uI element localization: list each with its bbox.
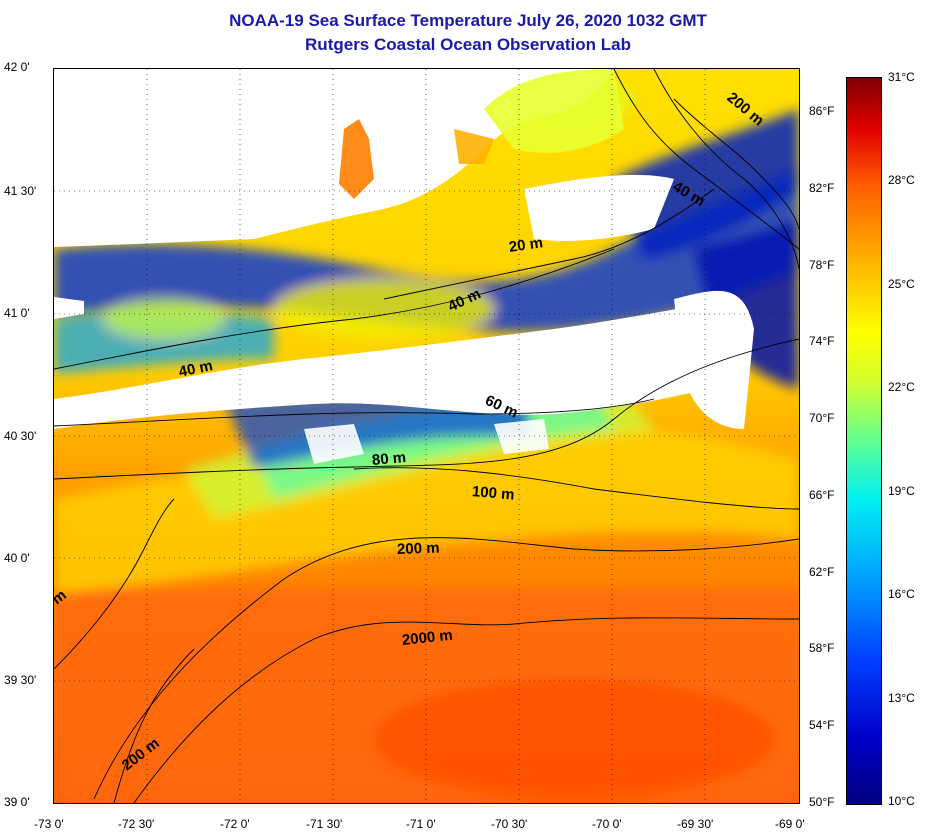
lon-label: -72 0' (220, 817, 250, 831)
celsius-label: 25°C (888, 277, 915, 291)
lat-label: 40 0' (4, 551, 30, 565)
lat-label: 39 0' (4, 795, 30, 809)
fahrenheit-label: 86°F (809, 104, 835, 118)
celsius-label: 19°C (888, 484, 915, 498)
fahrenheit-label: 66°F (809, 488, 835, 502)
map-title: NOAA-19 Sea Surface Temperature July 26,… (229, 11, 707, 30)
lat-label: 41 30' (4, 184, 37, 198)
lon-label: -72 30' (118, 817, 155, 831)
lat-label: 40 30' (4, 429, 37, 443)
lon-label: -69 0' (775, 817, 805, 831)
lat-label: 41 0' (4, 306, 30, 320)
sst-map: 200 m 40 m 20 m 40 m 40 m 60 m 80 m 100 … (53, 68, 800, 804)
lon-label: -71 0' (406, 817, 436, 831)
fahrenheit-label: 50°F (809, 795, 835, 809)
contour-label: 80 m (371, 449, 407, 469)
celsius-label: 13°C (888, 691, 915, 705)
fahrenheit-label: 78°F (809, 258, 835, 272)
celsius-label: 22°C (888, 380, 915, 394)
contour-label: 200 m (396, 539, 440, 558)
celsius-label: 28°C (888, 173, 915, 187)
celsius-label: 16°C (888, 587, 915, 601)
fahrenheit-label: 62°F (809, 565, 835, 579)
celsius-label: 31°C (888, 70, 915, 84)
lon-label: -70 30' (491, 817, 528, 831)
contour-label: 100 m (471, 483, 516, 504)
fahrenheit-label: 70°F (809, 411, 835, 425)
lon-label: -69 30' (677, 817, 714, 831)
lat-label: 42 0' (4, 60, 30, 74)
lat-label: 39 30' (4, 673, 37, 687)
sst-map-graphic (54, 69, 799, 803)
lon-label: -73 0' (34, 817, 64, 831)
temperature-colorbar (846, 77, 882, 805)
lon-label: -71 30' (306, 817, 343, 831)
lon-label: -70 0' (592, 817, 622, 831)
fahrenheit-label: 58°F (809, 641, 835, 655)
celsius-label: 10°C (888, 794, 915, 808)
fahrenheit-label: 74°F (809, 334, 835, 348)
map-subtitle: Rutgers Coastal Ocean Observation Lab (305, 35, 631, 54)
fahrenheit-label: 54°F (809, 718, 835, 732)
fahrenheit-label: 82°F (809, 181, 835, 195)
